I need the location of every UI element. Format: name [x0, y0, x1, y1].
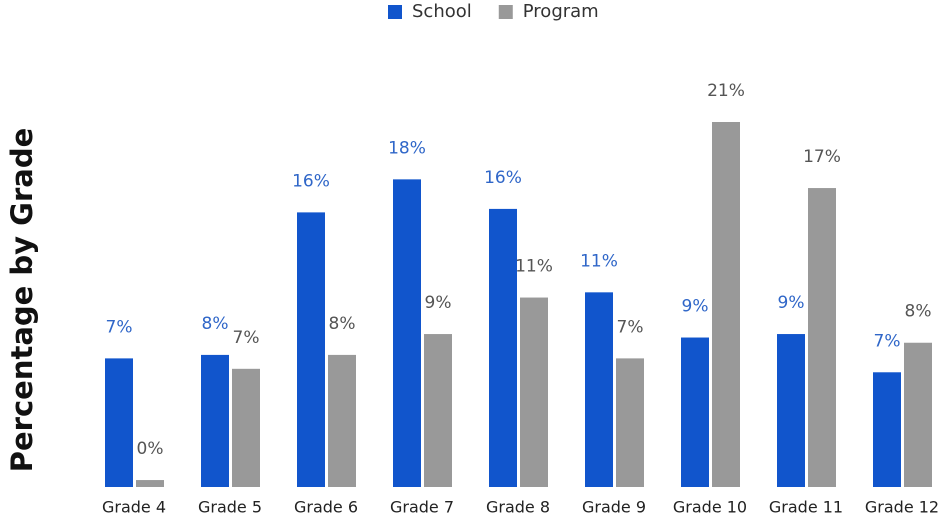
- data-label: 9%: [425, 293, 452, 313]
- bar: [424, 334, 452, 487]
- data-label: 16%: [292, 171, 330, 191]
- bar: [777, 334, 805, 487]
- x-tick-label: Grade 4: [102, 498, 166, 517]
- x-tick-label: Grade 10: [673, 498, 747, 517]
- y-axis-title: Percentage by Grade: [5, 128, 39, 473]
- data-label: 21%: [707, 81, 745, 101]
- bar: [328, 354, 356, 487]
- data-label: 17%: [803, 147, 841, 167]
- x-tick-label: Grade 12: [865, 498, 939, 517]
- data-label: 9%: [682, 297, 709, 317]
- data-label: 11%: [580, 251, 618, 271]
- bar: [136, 480, 164, 487]
- data-label: 16%: [484, 168, 522, 188]
- bar: [712, 122, 740, 487]
- legend-swatch: [388, 5, 402, 19]
- legend-label: Program: [523, 1, 599, 22]
- bar: [585, 292, 613, 487]
- bar: [681, 337, 709, 487]
- data-label: 7%: [874, 331, 901, 351]
- data-label: 8%: [329, 314, 356, 334]
- data-label: 7%: [617, 317, 644, 337]
- bar: [808, 188, 836, 488]
- bar: [616, 358, 644, 487]
- x-tick-label: Grade 6: [294, 498, 358, 517]
- bar: [393, 179, 421, 487]
- data-label: 18%: [388, 138, 426, 158]
- data-label: 9%: [778, 293, 805, 313]
- x-tick-label: Grade 8: [486, 498, 550, 517]
- bar: [201, 354, 229, 487]
- data-label: 11%: [515, 257, 553, 277]
- x-tick-label: Grade 5: [198, 498, 262, 517]
- data-label: 8%: [202, 314, 229, 334]
- bar: [232, 368, 260, 487]
- data-label: 7%: [233, 328, 260, 348]
- bar: [105, 358, 133, 487]
- bar: [904, 342, 932, 487]
- legend-label: School: [412, 1, 472, 22]
- data-label: 0%: [137, 439, 164, 459]
- x-tick-label: Grade 11: [769, 498, 843, 517]
- legend-swatch: [498, 5, 513, 19]
- bar: [520, 297, 548, 487]
- x-tick-label: Grade 9: [582, 498, 646, 517]
- bar: [297, 212, 325, 487]
- data-label: 7%: [106, 317, 133, 337]
- bar: [873, 372, 901, 487]
- x-tick-label: Grade 7: [390, 498, 454, 517]
- bar: [489, 208, 517, 487]
- data-label: 8%: [905, 302, 932, 322]
